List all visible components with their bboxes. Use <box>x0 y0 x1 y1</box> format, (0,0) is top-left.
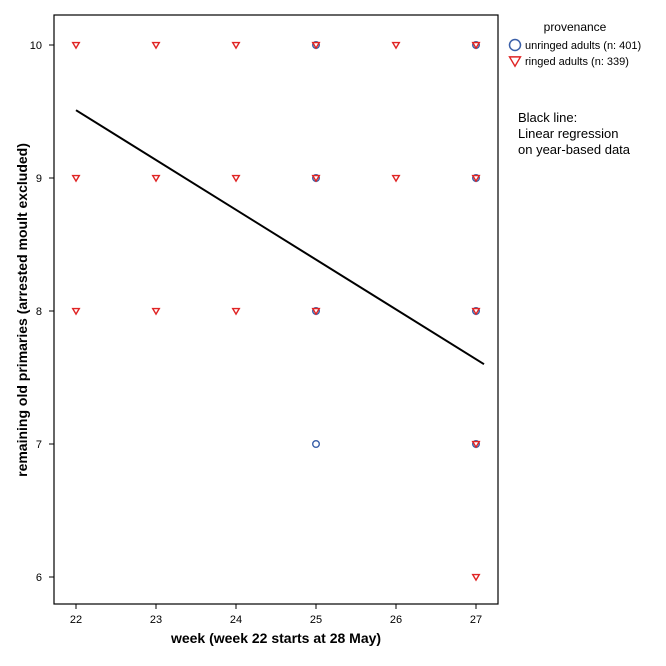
data-point-unringed <box>312 440 321 449</box>
regression-line <box>75 109 485 366</box>
data-point-ringed <box>71 307 81 316</box>
regression-note-line-2: Linear regression <box>518 126 619 141</box>
data-point-ringed <box>231 41 241 50</box>
legend: provenance unringed adults (n: 401) ringe… <box>508 20 641 68</box>
data-point-ringed <box>151 174 161 183</box>
x-tick-label: 23 <box>150 614 162 626</box>
data-point-ringed <box>471 573 481 582</box>
data-point-ringed <box>311 41 321 50</box>
legend-item: ringed adults (n: 339) <box>508 56 629 68</box>
plot-frame <box>53 14 499 605</box>
y-tick-label: 8 <box>36 306 42 318</box>
legend-label: unringed adults (n: 401) <box>525 40 641 52</box>
data-point-ringed <box>151 307 161 316</box>
x-tick-label: 26 <box>390 614 402 626</box>
data-point-ringed <box>311 174 321 183</box>
data-point-ringed <box>471 440 481 449</box>
regression-note-line-3: on year-based data <box>518 142 631 157</box>
x-tick-label: 25 <box>310 614 322 626</box>
data-point-ringed <box>231 307 241 316</box>
regression-note-line-1: Black line: <box>518 110 578 125</box>
x-axis-title: week (week 22 starts at 28 May) <box>170 630 381 646</box>
legend-label: ringed adults (n: 339) <box>525 56 629 68</box>
x-tick-label: 24 <box>230 614 242 626</box>
legend-marker-triangle <box>508 56 522 68</box>
y-axis-title: remaining old primaries (arrested moult … <box>14 143 30 477</box>
x-tick-label: 22 <box>70 614 82 626</box>
regression-note: Black line: Linear regression on year-ba… <box>518 110 630 158</box>
data-point-ringed <box>391 41 401 50</box>
data-point-ringed <box>311 307 321 316</box>
y-tick-label: 9 <box>36 173 42 185</box>
legend-item: unringed adults (n: 401) <box>508 38 641 52</box>
data-point-ringed <box>391 174 401 183</box>
data-point-ringed <box>71 41 81 50</box>
data-point-ringed <box>71 174 81 183</box>
legend-marker-circle <box>508 38 522 52</box>
y-tick-label: 7 <box>36 439 42 451</box>
data-point-ringed <box>231 174 241 183</box>
data-point-ringed <box>471 41 481 50</box>
y-tick-label: 6 <box>36 572 42 584</box>
data-point-ringed <box>151 41 161 50</box>
data-point-ringed <box>471 174 481 183</box>
y-tick-label: 10 <box>30 40 42 52</box>
x-tick-label: 27 <box>470 614 482 626</box>
data-point-ringed <box>471 307 481 316</box>
legend-title: provenance <box>544 20 607 34</box>
